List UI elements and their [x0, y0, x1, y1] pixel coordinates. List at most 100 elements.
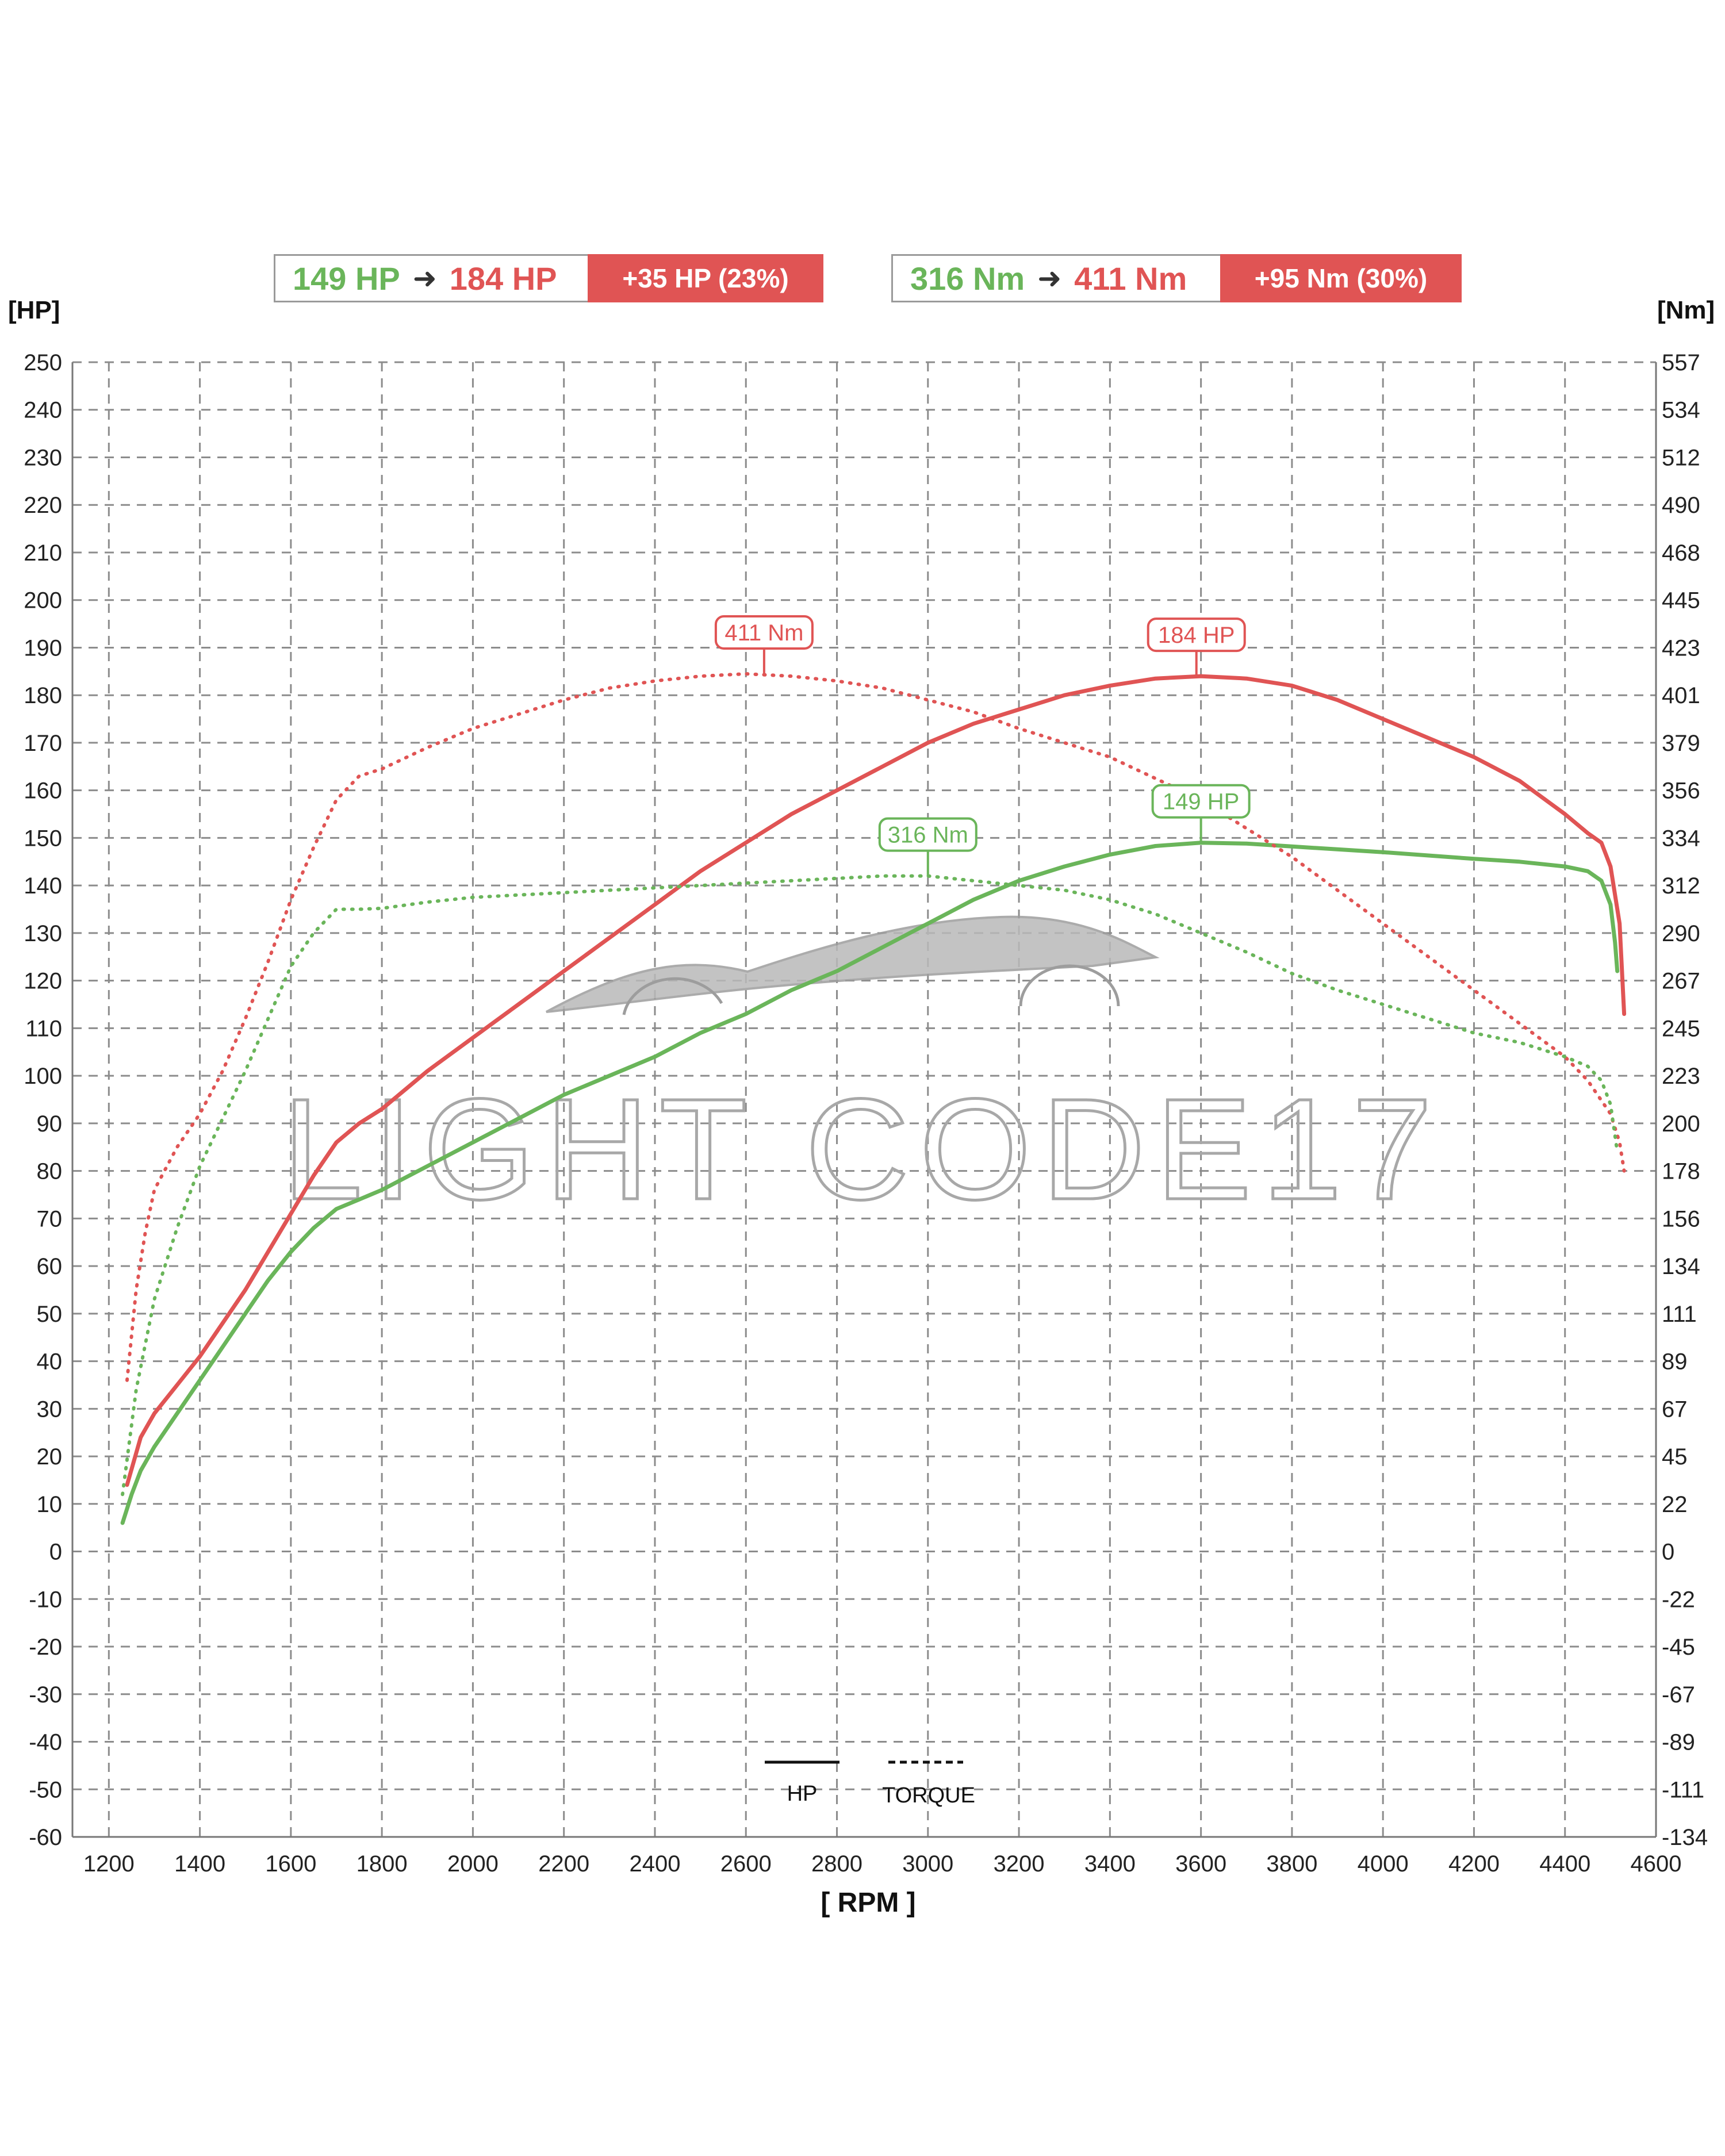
y-tick-label: 240: [24, 398, 62, 423]
annotation-label: 316 Nm: [888, 823, 968, 848]
y-tick-label: 130: [24, 921, 62, 946]
x-tick-label: 3200: [994, 1851, 1045, 1877]
x-tick-label: 2600: [720, 1851, 772, 1877]
y2-tick-label: 334: [1662, 826, 1700, 851]
y2-tick-label: 45: [1662, 1444, 1688, 1470]
x-tick-label: 2000: [447, 1851, 499, 1877]
y-tick-label: 0: [49, 1540, 62, 1565]
legend-hp-label: HP: [787, 1782, 818, 1806]
y-tick-label: 140: [24, 873, 62, 899]
y2-tick-label: -22: [1662, 1587, 1695, 1612]
y-tick-label: 230: [24, 445, 62, 470]
y2-tick-label: 67: [1662, 1397, 1688, 1422]
y-tick-label: 30: [37, 1397, 63, 1422]
y2-tick-label: 200: [1662, 1111, 1700, 1137]
annotation-box: [1147, 617, 1246, 653]
y2-tick-label: 0: [1662, 1540, 1674, 1565]
torque-summary: 316 Nm ➜ 411 Nm +95 Nm (30%): [891, 254, 1462, 302]
x-tick-label: 4600: [1631, 1851, 1682, 1877]
x-tick-label: 4000: [1358, 1851, 1409, 1877]
y-tick-label: 40: [37, 1349, 63, 1375]
torque-tuned-value: 411 Nm: [1074, 260, 1187, 297]
x-tick-label: 2800: [811, 1851, 862, 1877]
y-tick-label: 60: [37, 1254, 63, 1279]
y2-tick-label: 512: [1662, 445, 1700, 470]
y-tick-label: 210: [24, 540, 62, 566]
y-tick-label: 150: [24, 826, 62, 851]
x-tick-label: 1800: [356, 1851, 408, 1877]
y2-tick-label: 534: [1662, 398, 1700, 423]
annotation-label: 149 HP: [1163, 789, 1239, 815]
y2-tick-label: 468: [1662, 540, 1700, 566]
peak-annotation: 316 Nm: [878, 817, 977, 876]
y-tick-label: -20: [29, 1635, 62, 1660]
y-axis-right-unit: [Nm]: [1657, 296, 1715, 324]
annotation-box: [714, 615, 814, 650]
x-tick-label: 3400: [1084, 1851, 1136, 1877]
x-tick-label: 3600: [1175, 1851, 1226, 1877]
y-tick-label: -60: [29, 1825, 62, 1850]
x-tick-label: 3800: [1266, 1851, 1317, 1877]
y-tick-label: 20: [37, 1444, 63, 1470]
y-tick-label: -50: [29, 1777, 62, 1802]
y-tick-label: 250: [24, 350, 62, 375]
y2-tick-label: 156: [1662, 1206, 1700, 1232]
y2-tick-label: 89: [1662, 1349, 1688, 1375]
y-tick-label: 90: [37, 1111, 63, 1137]
legend: HP TORQUE: [765, 1760, 975, 1808]
peak-annotation: 184 HP: [1147, 617, 1246, 677]
y-tick-label: 120: [24, 969, 62, 994]
annotation-box: [1151, 784, 1251, 819]
y-tick-label: 80: [37, 1159, 63, 1184]
arrow-right-icon: ➜: [1037, 262, 1062, 294]
x-tick-label: 3000: [902, 1851, 953, 1877]
arrow-right-icon: ➜: [412, 262, 437, 294]
annotation-box: [878, 817, 977, 852]
x-tick-label: 2200: [538, 1851, 589, 1877]
y-tick-label: -40: [29, 1730, 62, 1755]
peak-annotation: 149 HP: [1151, 784, 1251, 843]
y2-tick-label: -134: [1662, 1825, 1708, 1850]
y-tick-label: 180: [24, 683, 62, 708]
power-gain-badge: +35 HP (23%): [588, 254, 823, 302]
y-tick-label: 190: [24, 635, 62, 661]
y2-tick-label: 245: [1662, 1016, 1700, 1041]
series-line-hp-stock: [120, 841, 1620, 1525]
y-tick-label: 160: [24, 778, 62, 804]
series-line-torque-tuned: [125, 672, 1626, 1382]
y-tick-label: 110: [25, 1016, 62, 1041]
y2-tick-label: -45: [1662, 1635, 1695, 1660]
x-tick-label: 4200: [1448, 1851, 1500, 1877]
power-stock-value: 149 HP: [293, 260, 400, 297]
x-tick-label: 1400: [174, 1851, 225, 1877]
y-tick-label: 10: [37, 1492, 63, 1517]
y-tick-label: -10: [29, 1587, 62, 1612]
y-axis-left-unit: [HP]: [8, 296, 60, 324]
y2-tick-label: 290: [1662, 921, 1700, 946]
y-tick-label: 100: [24, 1064, 62, 1089]
y-tick-label: 70: [37, 1206, 63, 1232]
legend-torque-label: TORQUE: [882, 1783, 975, 1808]
y2-tick-label: 223: [1662, 1064, 1700, 1089]
watermark-text: LIGHT CODE17: [282, 1069, 1443, 1229]
y2-tick-label: 312: [1662, 873, 1700, 899]
y2-tick-label: -67: [1662, 1682, 1695, 1708]
x-tick-label: 2400: [629, 1851, 680, 1877]
torque-gain-badge: +95 Nm (30%): [1220, 254, 1462, 302]
watermark-wheel-icon: [1019, 964, 1120, 1007]
y-tick-label: -30: [29, 1682, 62, 1708]
y-tick-label: 220: [24, 493, 62, 518]
y2-tick-label: 111: [1662, 1302, 1697, 1327]
x-tick-label: 4400: [1539, 1851, 1590, 1877]
y2-tick-label: 356: [1662, 778, 1700, 804]
annotation-label: 411 Nm: [724, 620, 803, 646]
series-line-hp-tuned: [125, 674, 1627, 1487]
y-tick-label: 170: [24, 731, 62, 756]
x-tick-label: 1600: [265, 1851, 316, 1877]
power-summary: 149 HP ➜ 184 HP +35 HP (23%): [274, 254, 823, 302]
y2-tick-label: 134: [1662, 1254, 1700, 1279]
annotation-label: 184 HP: [1158, 623, 1235, 648]
y2-tick-label: 423: [1662, 635, 1700, 661]
x-axis-title: [ RPM ]: [821, 1888, 915, 1918]
